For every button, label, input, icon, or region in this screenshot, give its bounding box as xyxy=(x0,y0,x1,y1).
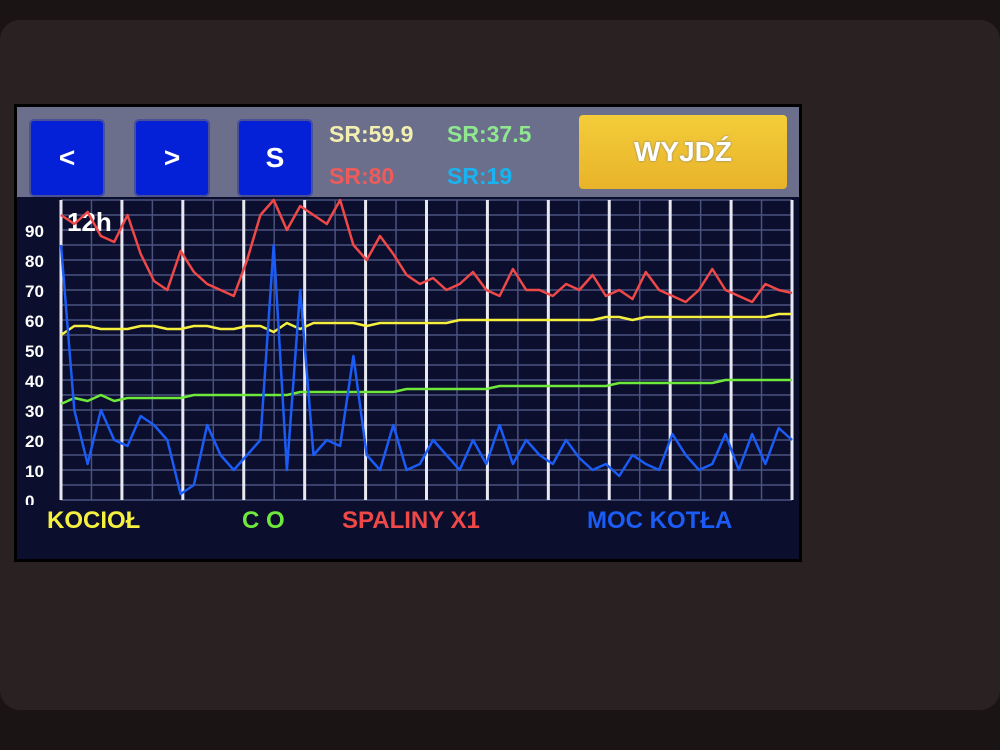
legend-entry: SPALINY X1 xyxy=(342,507,480,534)
next-button[interactable]: > xyxy=(136,121,208,195)
exit-button[interactable]: WYJDŹ xyxy=(579,115,787,189)
display-screen: < > S SR:59.9 SR:37.5 SR:80 SR:19 WYJDŹ … xyxy=(14,104,802,562)
avg-flue: SR:80 xyxy=(329,163,395,189)
y-tick-label: 60 xyxy=(25,312,44,331)
legend-entry: MOC KOTŁA xyxy=(587,507,733,534)
y-tick-label: 0 xyxy=(25,492,34,505)
series-line-3 xyxy=(59,243,793,496)
y-tick-label: 10 xyxy=(25,462,44,481)
previous-button[interactable]: < xyxy=(31,121,103,195)
series-line-1 xyxy=(60,378,792,406)
y-tick-label: 30 xyxy=(25,402,44,421)
s-button[interactable]: S xyxy=(239,121,311,195)
y-tick-label: 50 xyxy=(25,342,44,361)
y-tick-label: 80 xyxy=(25,252,44,271)
y-tick-label: 90 xyxy=(25,222,44,241)
series-line-2 xyxy=(60,198,793,304)
legend-entry: C O xyxy=(242,507,285,534)
legend-entry: KOCIOŁ xyxy=(47,507,141,534)
toolbar: < > S SR:59.9 SR:37.5 SR:80 SR:19 WYJDŹ xyxy=(17,107,799,197)
period-label: 12h xyxy=(67,207,112,237)
series-line-0 xyxy=(60,312,792,337)
y-tick-label: 20 xyxy=(25,432,44,451)
y-tick-label: 40 xyxy=(25,372,44,391)
avg-co: SR:37.5 xyxy=(447,121,532,147)
avg-power: SR:19 xyxy=(447,163,513,189)
y-tick-label: 70 xyxy=(25,282,44,301)
avg-boiler: SR:59.9 xyxy=(329,121,414,147)
history-chart: 0 10 20 30 40 50 60 70 80 90 12h xyxy=(25,198,794,505)
